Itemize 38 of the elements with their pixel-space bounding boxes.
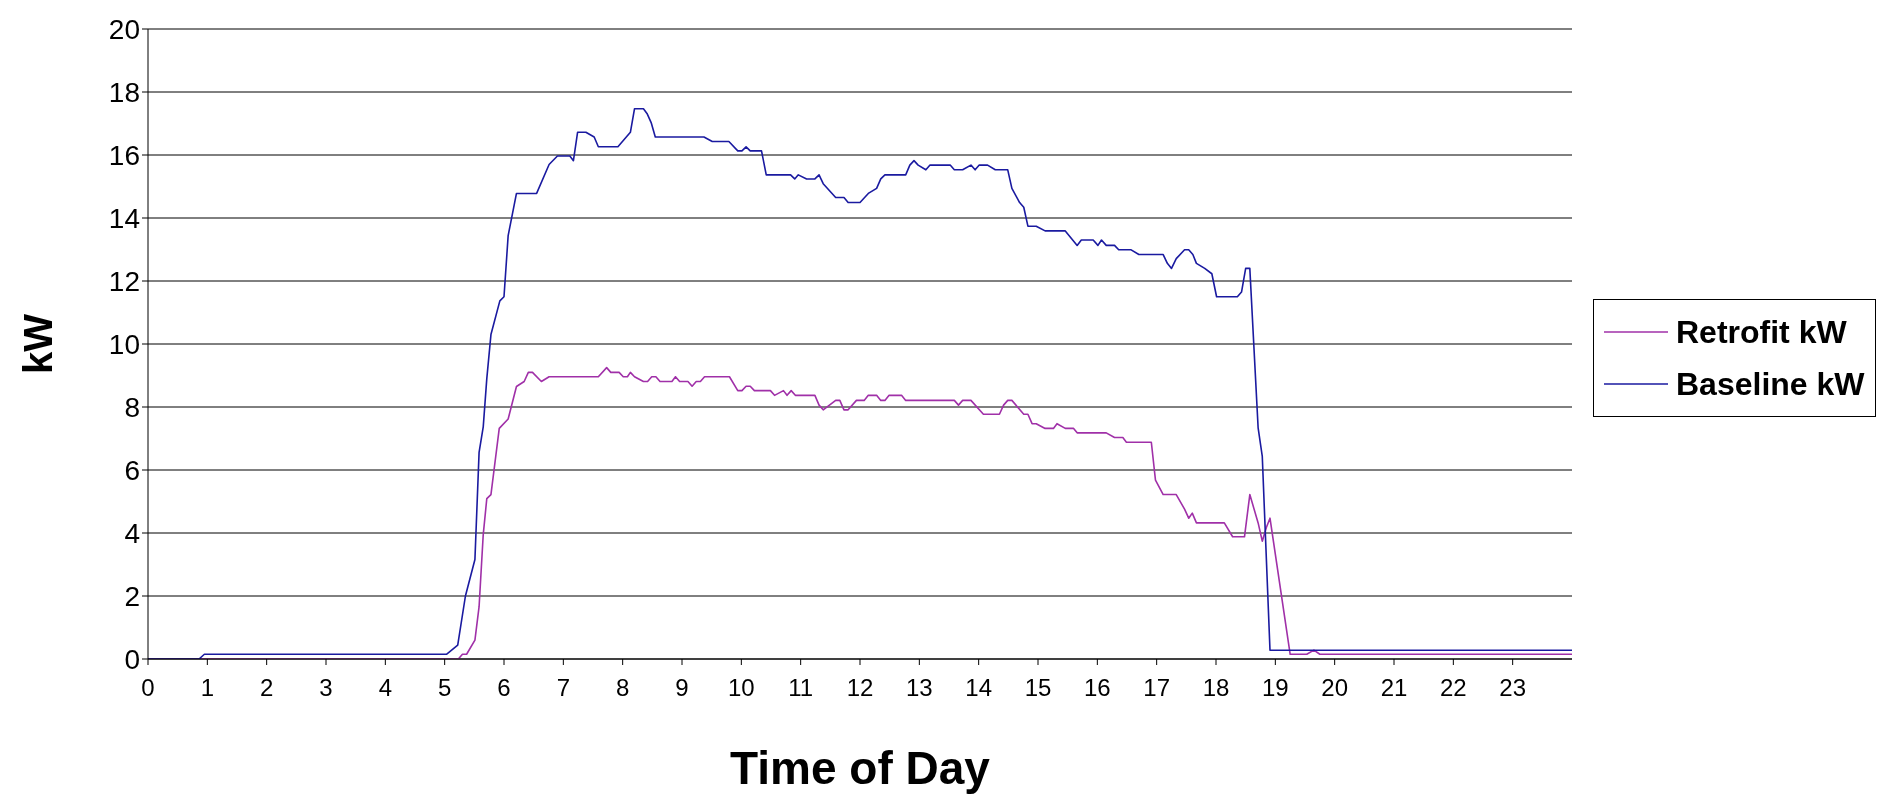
- y-tick-label: 14: [108, 202, 140, 234]
- x-axis-title: Time of Day: [730, 742, 991, 794]
- x-tick-label: 18: [1202, 674, 1230, 702]
- x-tick-label: 10: [727, 674, 755, 702]
- y-tick-label: 16: [108, 139, 140, 171]
- y-tick-label: 8: [124, 391, 140, 423]
- x-tick-label: 8: [615, 674, 630, 702]
- x-tick-label: 20: [1321, 674, 1349, 702]
- x-tick-label: 11: [788, 674, 814, 702]
- x-tick-label: 23: [1499, 674, 1527, 702]
- x-tick-label: 3: [319, 674, 333, 702]
- y-tick-label: 2: [124, 580, 140, 612]
- legend-label: Baseline kW: [1676, 365, 1865, 403]
- y-tick-label: 18: [108, 76, 140, 108]
- y-tick-label: 10: [108, 328, 140, 360]
- x-tick-label: 15: [1024, 674, 1052, 702]
- y-tick-label: 0: [124, 643, 140, 675]
- y-tick-label: 20: [108, 13, 140, 45]
- x-tick-label: 19: [1261, 674, 1289, 702]
- y-tick-label: 12: [108, 265, 140, 297]
- x-tick-label: 12: [846, 674, 874, 702]
- x-tick-label: 17: [1143, 674, 1171, 702]
- x-tick-label: 9: [675, 674, 689, 702]
- x-tick-label: 4: [378, 674, 393, 702]
- x-tick-label: 6: [497, 674, 511, 702]
- x-tick-label: 21: [1380, 674, 1408, 702]
- x-tick-label: 16: [1083, 674, 1111, 702]
- x-tick-label: 22: [1439, 674, 1467, 702]
- x-tick-label: 5: [437, 674, 452, 702]
- x-tick-label: 13: [905, 674, 933, 702]
- y-tick-label: 6: [124, 454, 140, 486]
- x-tick-label: 2: [259, 674, 274, 702]
- y-tick-label: 4: [124, 517, 140, 549]
- y-axis-title: kW: [16, 313, 61, 374]
- legend-label: Retrofit kW: [1676, 313, 1847, 351]
- x-tick-label: 14: [965, 674, 993, 702]
- x-tick-label: 1: [200, 674, 215, 702]
- x-tick-label: 7: [556, 674, 571, 702]
